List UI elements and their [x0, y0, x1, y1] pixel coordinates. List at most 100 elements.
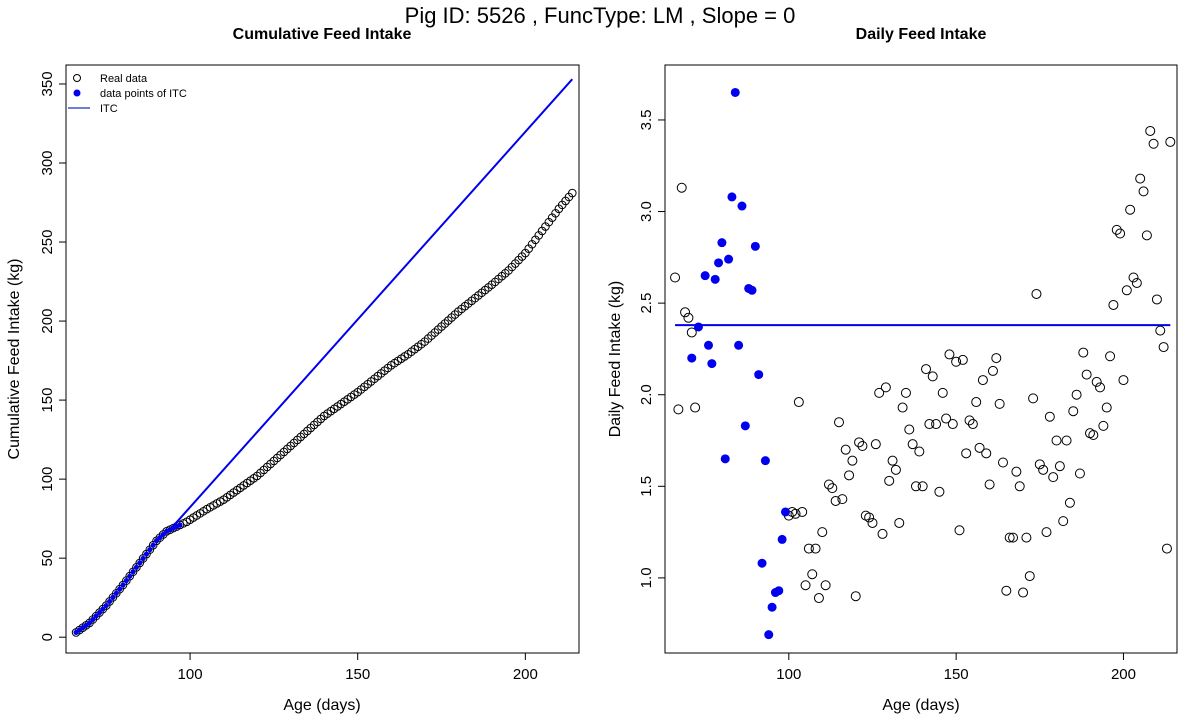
real-data-point	[1051, 435, 1062, 446]
itc-data-point	[714, 258, 724, 268]
real-data-point	[1125, 204, 1136, 215]
real-data-point	[944, 349, 955, 360]
x-tick-label: 200	[1111, 666, 1136, 683]
legend-real-data-symbol	[73, 74, 81, 82]
real-data-point	[1061, 435, 1072, 446]
real-data-point	[880, 382, 891, 393]
real-data-point	[1004, 532, 1015, 543]
itc-data-point	[764, 630, 774, 640]
real-data-point	[823, 479, 834, 490]
itc-data-point	[140, 555, 146, 562]
itc-data-point	[177, 522, 183, 528]
real-data-point	[894, 517, 905, 528]
itc-data-point	[133, 564, 140, 570]
itc-data-point	[117, 586, 123, 592]
real-data-point	[850, 591, 861, 602]
itc-data-point	[730, 87, 740, 97]
itc-data-point	[704, 340, 714, 350]
y-tick-label: 2.0	[638, 384, 655, 405]
cumulative-itc-points-series	[73, 522, 183, 636]
y-tick-label: 50	[39, 550, 56, 567]
cumulative-legend: Real data data points of ITC ITC	[68, 73, 187, 115]
y-tick-label: 150	[39, 388, 56, 413]
itc-data-point	[687, 353, 697, 363]
real-data-point	[1021, 532, 1032, 543]
itc-data-point	[113, 590, 119, 596]
real-data-point	[800, 580, 811, 591]
itc-data-point	[740, 421, 750, 431]
cumulative-x-ticks: 100 150 200	[178, 653, 538, 683]
real-data-point	[1115, 228, 1126, 239]
real-data-point	[1108, 299, 1119, 310]
real-data-point	[673, 404, 684, 415]
itc-data-point	[700, 271, 710, 281]
itc-data-point	[143, 551, 150, 557]
real-data-point	[991, 353, 1002, 364]
real-data-point	[690, 402, 701, 413]
itc-data-point	[717, 238, 727, 248]
y-tick-label: 1.5	[638, 476, 655, 497]
real-data-point	[1165, 136, 1176, 147]
real-data-point	[1044, 411, 1055, 422]
real-data-point	[1024, 571, 1035, 582]
cumulative-y-ticks: 0 50 100 150 200 250 300 350	[39, 71, 66, 641]
itc-data-point	[137, 560, 143, 566]
daily-real-data-series	[670, 125, 1176, 604]
real-data-point	[914, 446, 925, 457]
y-tick-label: 0	[39, 633, 56, 641]
itc-data-point	[757, 558, 767, 568]
real-data-point	[857, 441, 868, 452]
real-data-point	[817, 527, 828, 538]
real-data-point	[884, 475, 895, 486]
real-data-point	[977, 375, 988, 386]
itc-data-point	[760, 456, 770, 466]
real-data-point	[1131, 277, 1142, 288]
x-tick-label: 200	[513, 666, 538, 683]
real-data-point	[961, 448, 972, 459]
itc-data-point	[127, 573, 133, 579]
real-data-point	[1158, 342, 1169, 353]
itc-data-point	[750, 241, 760, 251]
real-data-point	[820, 580, 831, 591]
real-data-point	[1031, 288, 1042, 299]
real-data-point	[941, 413, 952, 424]
real-data-point	[1011, 466, 1022, 477]
itc-data-point	[110, 594, 116, 600]
daily-chart-title: Daily Feed Intake	[856, 26, 987, 43]
real-data-point	[1105, 351, 1116, 362]
y-tick-label: 100	[39, 467, 56, 492]
real-data-point	[1121, 285, 1132, 296]
real-data-point	[1078, 347, 1089, 358]
real-data-point	[837, 494, 848, 505]
real-data-point	[981, 448, 992, 459]
real-data-point	[1138, 186, 1149, 197]
itc-data-point	[90, 616, 96, 623]
itc-data-point	[103, 602, 109, 609]
cumulative-x-axis-label: Age (days)	[283, 697, 360, 714]
real-data-point	[1074, 468, 1085, 479]
real-data-point	[937, 387, 948, 398]
itc-data-point	[767, 602, 777, 612]
real-data-point	[1088, 430, 1099, 441]
y-tick-label: 1.0	[638, 567, 655, 588]
real-data-point	[1018, 587, 1029, 598]
real-data-point	[864, 512, 875, 523]
y-tick-label: 3.0	[638, 201, 655, 222]
daily-y-axis-label: Daily Feed Intake (kg)	[607, 281, 624, 438]
real-data-point	[854, 437, 865, 448]
itc-data-point	[754, 370, 764, 380]
real-data-point	[1068, 406, 1079, 417]
real-data-point	[904, 424, 915, 435]
itc-data-point	[120, 582, 126, 588]
cumulative-real-data-series	[71, 188, 577, 637]
itc-data-point	[780, 507, 790, 517]
real-data-point	[1001, 585, 1012, 596]
real-data-point	[807, 569, 818, 580]
itc-data-point	[150, 542, 156, 548]
real-data-point	[1148, 138, 1159, 149]
legend-itc-points-symbol	[73, 89, 81, 97]
real-data-point	[680, 307, 691, 318]
daily-x-ticks: 100 150 200	[776, 653, 1136, 683]
real-data-point	[1161, 543, 1172, 554]
cumulative-feed-intake-panel: Cumulative Feed Intake Age (days) Cumula…	[6, 26, 580, 714]
